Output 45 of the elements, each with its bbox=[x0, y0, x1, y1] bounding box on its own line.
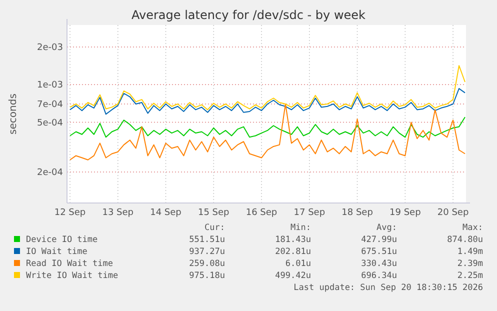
y-tick-label: 1e-03 bbox=[37, 80, 63, 91]
text: 937.27u bbox=[189, 247, 225, 257]
x-tick-label: 19 Sep bbox=[390, 208, 422, 218]
y-tick-label: 7e-04 bbox=[37, 100, 64, 110]
text: 181.43u bbox=[275, 235, 311, 245]
text: 675.51u bbox=[361, 247, 397, 257]
line-series bbox=[69, 104, 466, 160]
text: 202.81u bbox=[275, 247, 311, 257]
x-tick-label: 13 Sep bbox=[102, 208, 134, 218]
y-tick-label: 2e-04 bbox=[37, 168, 64, 178]
legend-label: IO Wait time bbox=[26, 247, 88, 257]
x-tick-label: 18 Sep bbox=[342, 208, 374, 218]
text: 427.99u bbox=[361, 235, 397, 245]
text: Min: bbox=[290, 223, 311, 233]
text: 499.42u bbox=[275, 271, 311, 281]
y-tick-label: 2e-03 bbox=[37, 43, 63, 54]
chart-title: Average latency for /dev/sdc - by week bbox=[132, 8, 366, 22]
y-axis-title: seconds bbox=[8, 94, 19, 134]
x-tick-label: 14 Sep bbox=[150, 208, 182, 218]
text: 330.43u bbox=[361, 259, 397, 269]
text: Cur: bbox=[204, 223, 225, 233]
y-tick-label: 5e-04 bbox=[37, 118, 64, 128]
legend-label: Write IO Wait time bbox=[26, 271, 118, 281]
text: 551.51u bbox=[189, 235, 225, 245]
text: Last update: Sun Sep 20 18:30:15 2026 bbox=[294, 283, 483, 293]
legend-label: Device IO time bbox=[26, 235, 98, 245]
text: 2.39m bbox=[457, 259, 483, 269]
x-tick-label: 12 Sep bbox=[54, 208, 86, 218]
text: 2.25m bbox=[457, 271, 483, 281]
text: 874.80u bbox=[447, 235, 483, 245]
text: 696.34u bbox=[361, 271, 397, 281]
x-tick-label: 17 Sep bbox=[294, 208, 326, 218]
x-tick-label: 20 Sep bbox=[437, 208, 469, 218]
legend-label: Read IO Wait time bbox=[26, 259, 113, 269]
x-tick-label: 15 Sep bbox=[198, 208, 230, 218]
line-series bbox=[69, 116, 466, 138]
text: 259.08u bbox=[189, 259, 225, 269]
text: 975.18u bbox=[189, 271, 225, 281]
text: Max: bbox=[462, 223, 483, 233]
text: 1.49m bbox=[457, 247, 483, 257]
text: 6.01u bbox=[285, 259, 311, 269]
line-series bbox=[69, 88, 466, 115]
line-series bbox=[69, 65, 466, 110]
x-tick-label: 16 Sep bbox=[246, 208, 278, 218]
text: Avg: bbox=[376, 223, 397, 233]
